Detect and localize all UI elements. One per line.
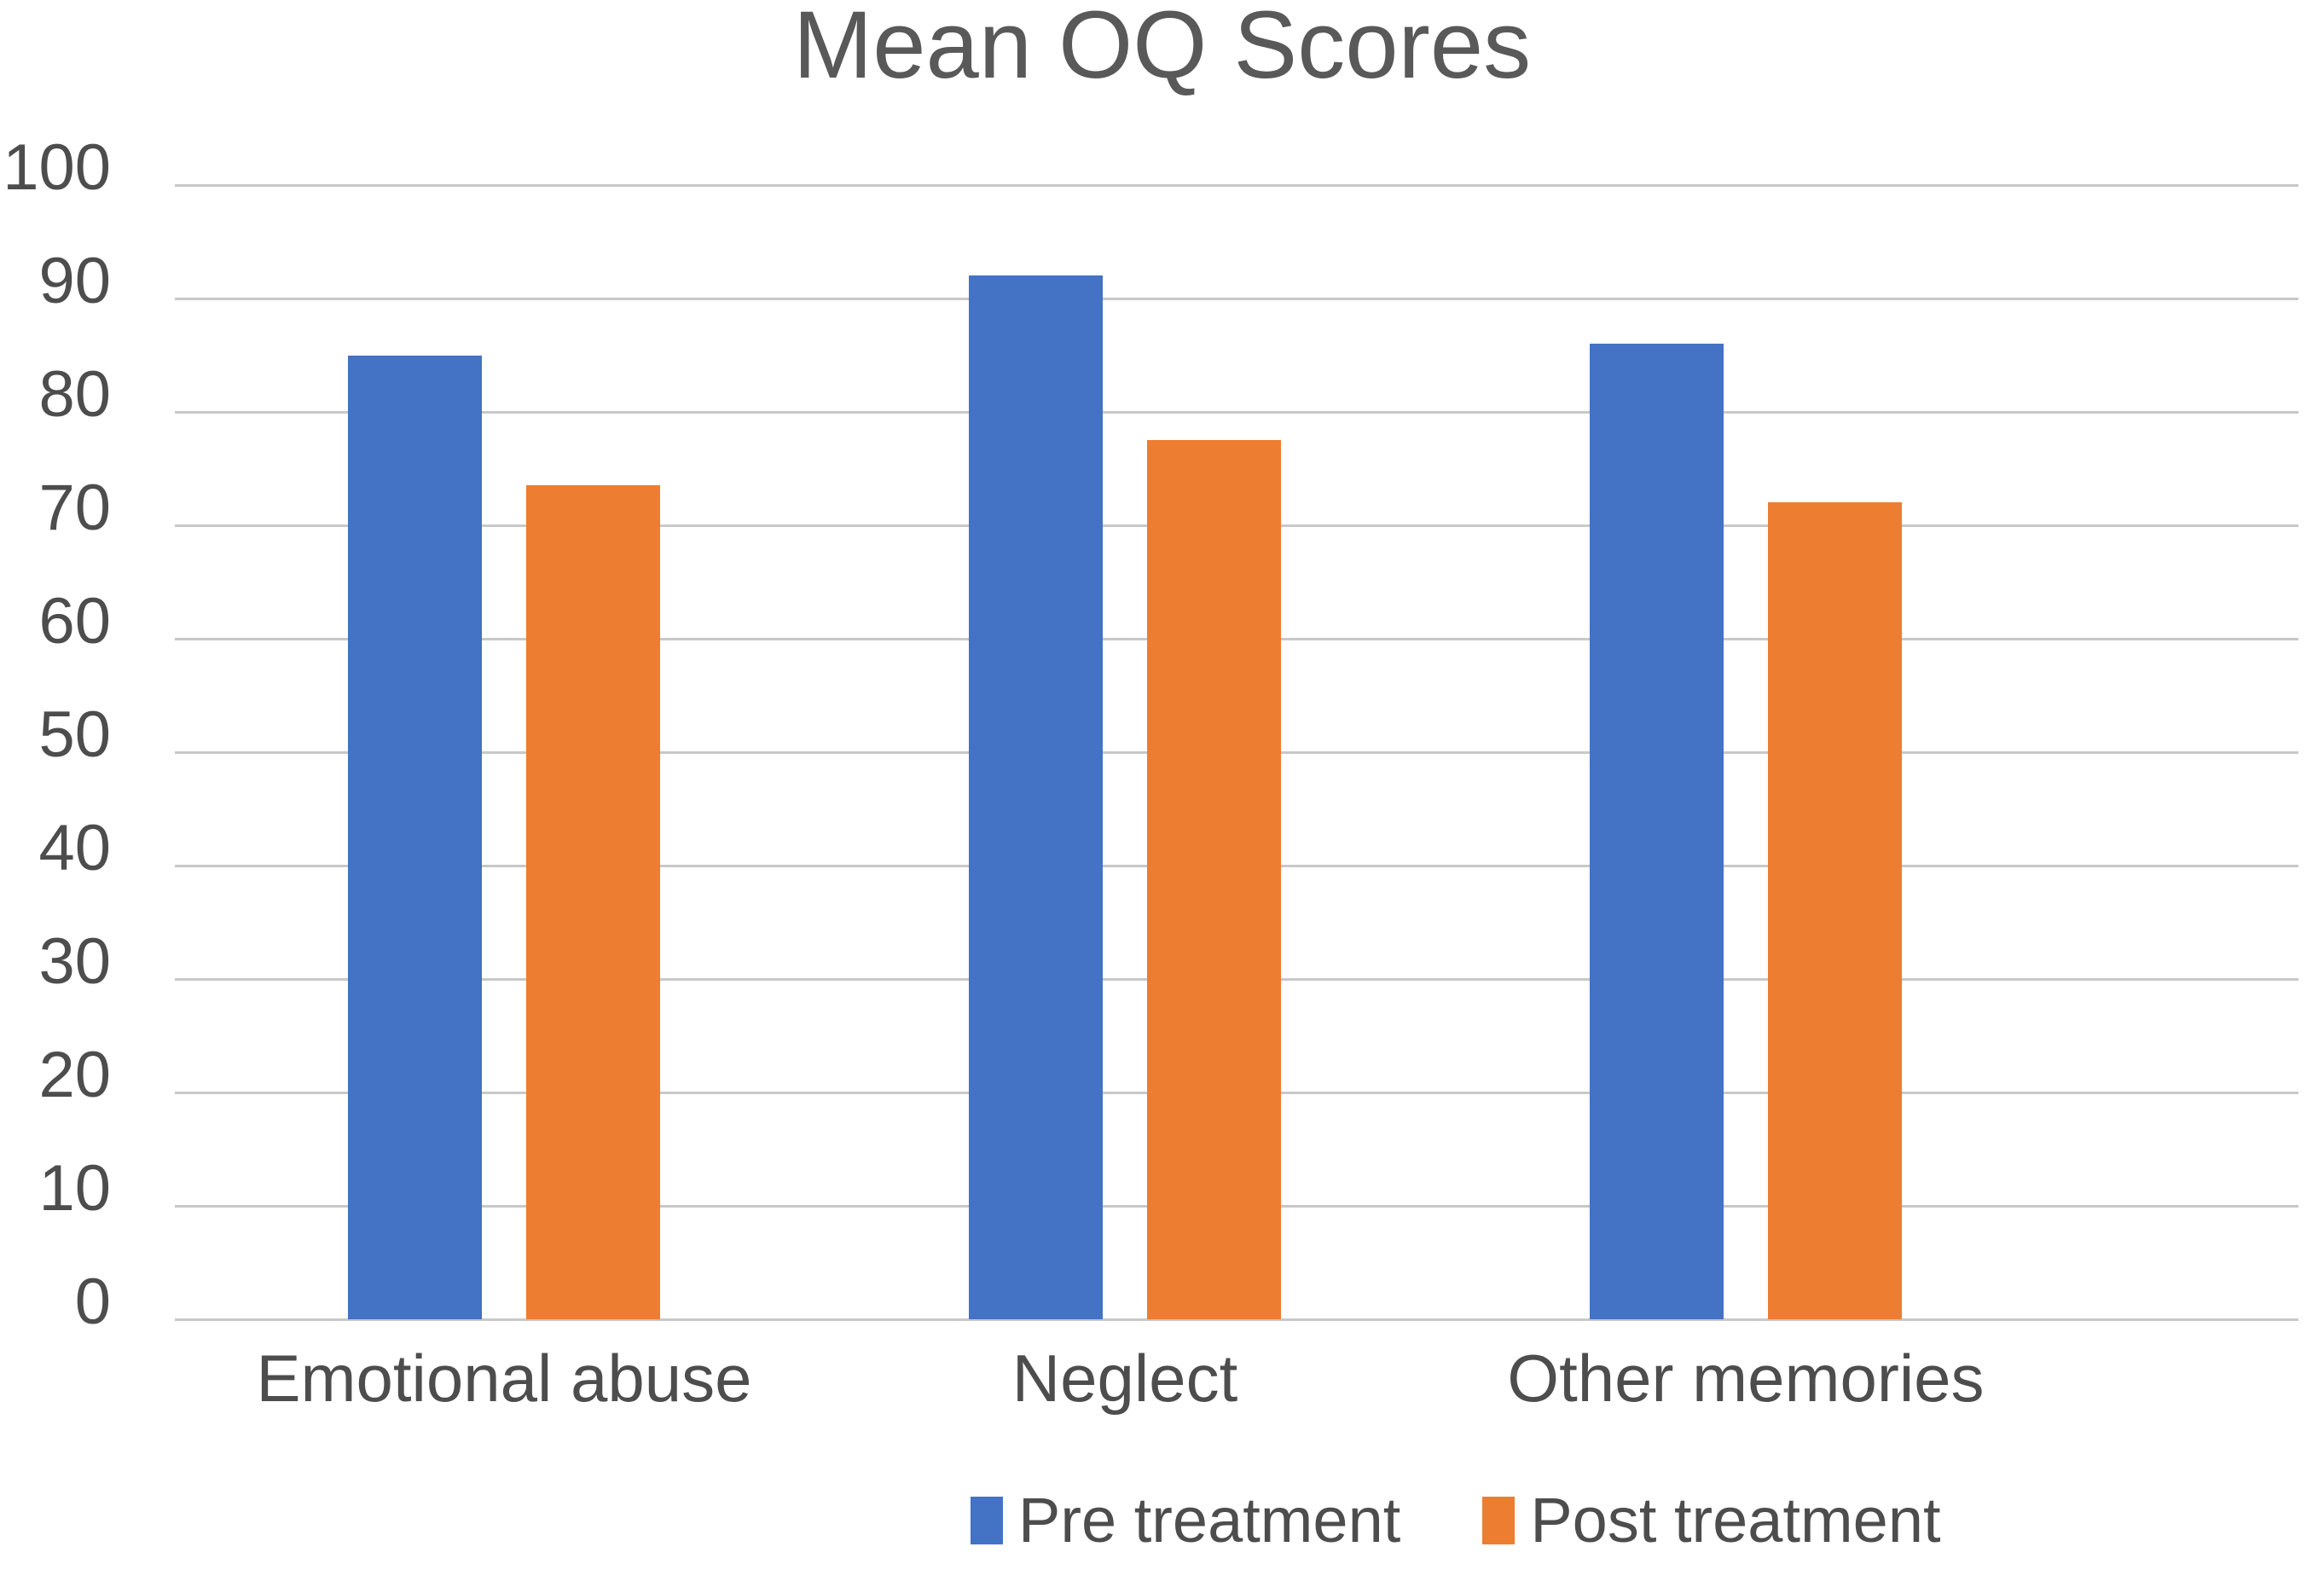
y-tick-label-40: 40 xyxy=(38,812,111,884)
y-axis: 0 10 20 30 40 50 60 70 80 90 100 xyxy=(0,136,113,1335)
y-tick-label-30: 30 xyxy=(38,925,111,998)
x-category-label-2: Other memories xyxy=(1507,1341,1985,1416)
legend-item-pre-treatment: Pre treatment xyxy=(971,1489,1400,1552)
bar-pre-treatment xyxy=(969,275,1103,1319)
y-tick-label-10: 10 xyxy=(38,1152,111,1225)
bar-group-0 xyxy=(194,185,814,1319)
y-tick-label-80: 80 xyxy=(38,358,111,431)
pre-treatment-swatch xyxy=(971,1497,1003,1544)
y-tick-label-20: 20 xyxy=(38,1039,111,1111)
bar-post-treatment xyxy=(526,485,660,1319)
bar-pre-treatment xyxy=(1590,344,1724,1319)
chart-title: Mean OQ Scores xyxy=(792,0,1532,98)
x-axis: Emotional abuse Neglect Other memories xyxy=(194,1341,2056,1422)
x-category-label-0: Emotional abuse xyxy=(256,1341,752,1416)
bar-post-treatment xyxy=(1147,440,1281,1319)
bars-layer xyxy=(194,185,2056,1319)
post-treatment-swatch xyxy=(1482,1497,1516,1544)
gridline-80 xyxy=(175,411,2298,414)
legend-label-pre-treatment: Pre treatment xyxy=(1018,1485,1401,1556)
y-tick-label-100: 100 xyxy=(3,131,111,204)
bar-group-1 xyxy=(814,185,1435,1319)
y-tick-label-90: 90 xyxy=(38,245,111,317)
x-category-label-1: Neglect xyxy=(1011,1341,1238,1416)
bar-pre-treatment xyxy=(348,355,482,1319)
y-tick-label-70: 70 xyxy=(38,472,111,544)
bar-post-treatment xyxy=(1768,502,1902,1319)
legend-item-post-treatment: Post treatment xyxy=(1482,1485,1941,1556)
gridline-90 xyxy=(175,298,2298,300)
gridline-100 xyxy=(175,184,2298,187)
gridline-0 xyxy=(175,1318,2298,1321)
y-tick-label-60: 60 xyxy=(38,585,111,658)
legend: Pre treatment Post treatment xyxy=(971,1489,1941,1552)
legend-label-post-treatment: Post treatment xyxy=(1530,1485,1941,1556)
y-tick-label-0: 0 xyxy=(74,1266,111,1338)
bar-group-2 xyxy=(1435,185,2056,1319)
plot-area xyxy=(175,184,2298,1321)
y-tick-label-50: 50 xyxy=(38,698,111,771)
